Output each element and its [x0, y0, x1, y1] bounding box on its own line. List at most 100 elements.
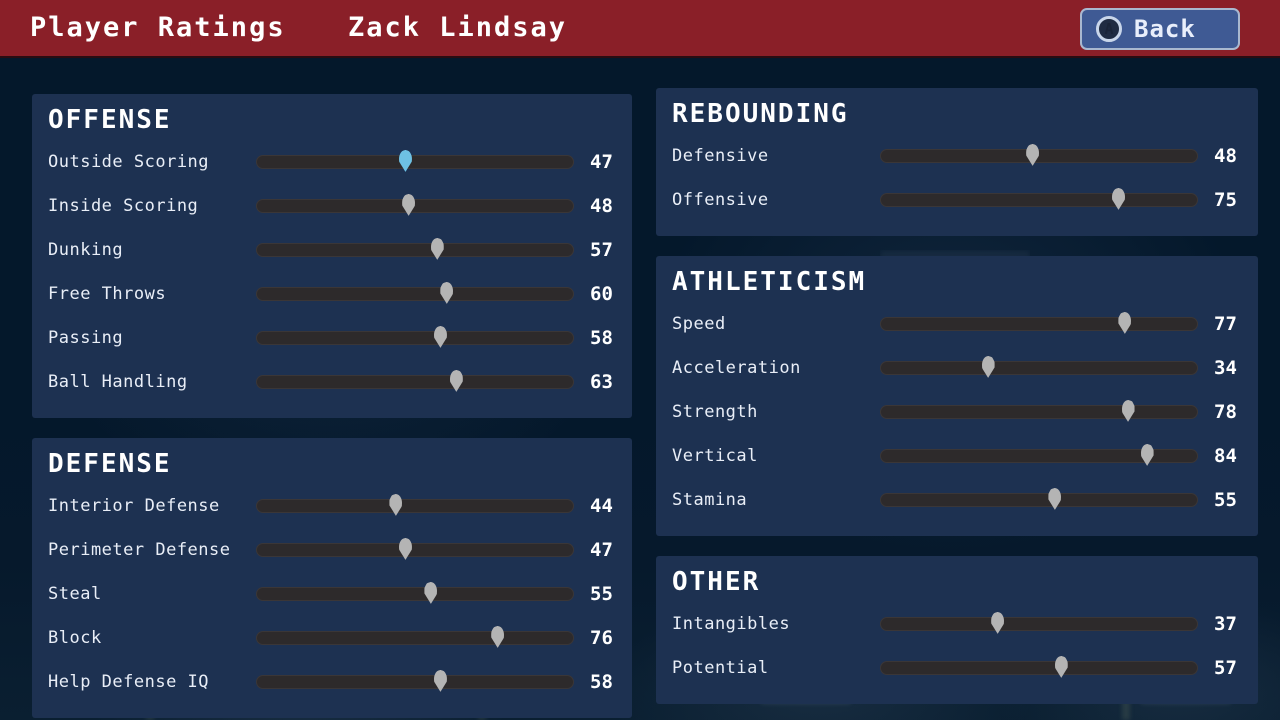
stat-row[interactable]: Vertical 84 [672, 434, 1242, 478]
slider-handle[interactable] [1140, 443, 1154, 466]
page-title: Player Ratings [30, 12, 286, 43]
player-name: Zack Lindsay [348, 12, 568, 43]
panel-rebounding: REBOUNDING Defensive 48 Offensive 75 [656, 88, 1258, 236]
slider-track [256, 498, 574, 513]
slider-track [256, 586, 574, 601]
stat-row[interactable]: Passing 58 [48, 316, 616, 360]
stat-slider[interactable] [880, 443, 1198, 466]
stat-value: 60 [590, 282, 613, 305]
stat-label: Inside Scoring [48, 195, 199, 216]
stat-row[interactable]: Offensive 75 [672, 178, 1242, 222]
stat-slider[interactable] [256, 325, 574, 348]
stat-slider[interactable] [256, 281, 574, 304]
stat-row[interactable]: Help Defense IQ 58 [48, 660, 616, 704]
stat-row[interactable]: Steal 55 [48, 572, 616, 616]
slider-handle[interactable] [433, 669, 447, 692]
slider-track [880, 192, 1198, 207]
stat-row[interactable]: Ball Handling 63 [48, 360, 616, 404]
slider-handle[interactable] [1112, 187, 1125, 210]
stat-label: Stamina [672, 489, 748, 510]
slider-handle[interactable] [398, 537, 412, 560]
stat-slider[interactable] [256, 669, 574, 692]
stat-slider[interactable] [256, 369, 574, 392]
stat-slider[interactable] [880, 611, 1198, 634]
slider-handle[interactable] [1048, 487, 1062, 510]
slider-track [880, 148, 1198, 163]
slider-handle[interactable] [398, 149, 412, 172]
stat-slider[interactable] [880, 311, 1198, 334]
stat-label: Vertical [672, 445, 758, 466]
stat-slider[interactable] [256, 581, 574, 604]
stat-slider[interactable] [880, 187, 1198, 210]
stat-value: 78 [1214, 400, 1237, 423]
slider-handle[interactable] [1118, 311, 1132, 334]
stat-value: 76 [590, 626, 613, 649]
slider-handle[interactable] [449, 369, 463, 392]
slider-track [256, 630, 574, 645]
stat-label: Acceleration [672, 357, 801, 378]
stat-value: 34 [1214, 356, 1237, 379]
stat-slider[interactable] [256, 237, 574, 260]
stat-label: Defensive [672, 145, 769, 166]
stat-row[interactable]: Stamina 55 [672, 478, 1242, 522]
slider-handle[interactable] [440, 281, 454, 304]
slider-track [880, 360, 1198, 375]
stat-slider[interactable] [880, 399, 1198, 422]
stat-label: Block [48, 627, 102, 648]
stat-slider[interactable] [256, 625, 574, 648]
back-button[interactable]: A Back [1080, 8, 1240, 50]
stat-row[interactable]: Free Throws 60 [48, 272, 616, 316]
slider-handle[interactable] [1054, 655, 1068, 678]
panel-offense: OFFENSE Outside Scoring 47 Inside Scoring 48… [32, 94, 632, 418]
slider-handle[interactable] [430, 237, 444, 260]
slider-handle[interactable] [491, 625, 505, 648]
slider-track [256, 198, 574, 213]
stat-slider[interactable] [880, 355, 1198, 378]
stat-slider[interactable] [880, 655, 1198, 678]
stat-row[interactable]: Intangibles 37 [672, 602, 1242, 646]
stat-row[interactable]: Dunking 57 [48, 228, 616, 272]
slider-handle[interactable] [1026, 143, 1040, 166]
slider-handle[interactable] [402, 193, 416, 216]
stat-row[interactable]: Speed 77 [672, 302, 1242, 346]
stat-slider[interactable] [880, 487, 1198, 510]
stat-slider[interactable] [256, 537, 574, 560]
stat-label: Intangibles [672, 613, 791, 634]
stat-label: Outside Scoring [48, 151, 210, 172]
stat-slider[interactable] [256, 493, 574, 516]
stat-row[interactable]: Outside Scoring 47 [48, 140, 616, 184]
stat-slider[interactable] [256, 193, 574, 216]
stat-slider[interactable] [880, 143, 1198, 166]
back-button-label: Back [1134, 15, 1196, 43]
stat-value: 55 [590, 582, 613, 605]
stat-value: 77 [1214, 312, 1237, 335]
slider-track [880, 448, 1198, 463]
panel-other: OTHER Intangibles 37 Potential 57 [656, 556, 1258, 704]
page-header: Player Ratings Zack Lindsay A Back [0, 0, 1280, 58]
stat-row[interactable]: Potential 57 [672, 646, 1242, 690]
stat-row[interactable]: Interior Defense 44 [48, 484, 616, 528]
stat-label: Free Throws [48, 283, 167, 304]
stat-row[interactable]: Defensive 48 [672, 134, 1242, 178]
stat-value: 63 [590, 370, 613, 393]
stat-label: Ball Handling [48, 371, 188, 392]
slider-handle[interactable] [981, 355, 995, 378]
stat-label: Perimeter Defense [48, 539, 231, 560]
stat-value: 84 [1214, 444, 1237, 467]
stat-row[interactable]: Inside Scoring 48 [48, 184, 616, 228]
stat-row[interactable]: Perimeter Defense 47 [48, 528, 616, 572]
slider-handle[interactable] [389, 493, 403, 516]
stat-value: 37 [1214, 612, 1237, 635]
slider-handle[interactable] [991, 611, 1005, 634]
stat-slider[interactable] [256, 149, 574, 172]
slider-track [880, 404, 1198, 419]
stat-label: Offensive [672, 189, 769, 210]
panel-title-other: OTHER [672, 567, 761, 597]
stat-row[interactable]: Acceleration 34 [672, 346, 1242, 390]
slider-handle[interactable] [433, 325, 447, 348]
stat-row[interactable]: Block 76 [48, 616, 616, 660]
stat-value: 48 [1214, 144, 1237, 167]
stat-row[interactable]: Strength 78 [672, 390, 1242, 434]
slider-handle[interactable] [424, 581, 438, 604]
slider-handle[interactable] [1121, 399, 1135, 422]
